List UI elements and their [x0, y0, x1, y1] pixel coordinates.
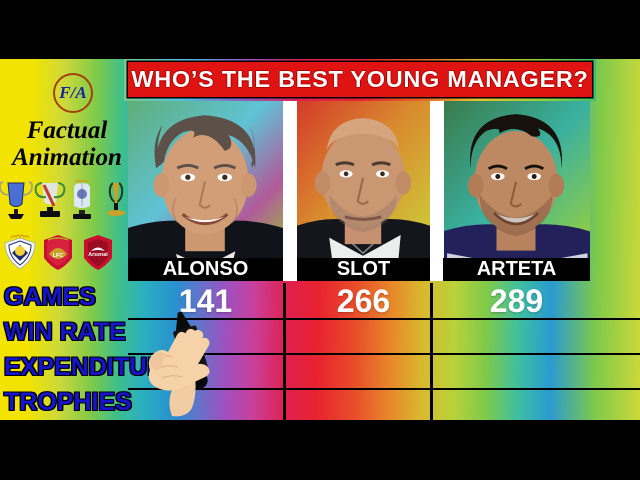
svg-text:Arsenal: Arsenal	[88, 252, 108, 258]
svg-text:LFC: LFC	[53, 253, 64, 259]
